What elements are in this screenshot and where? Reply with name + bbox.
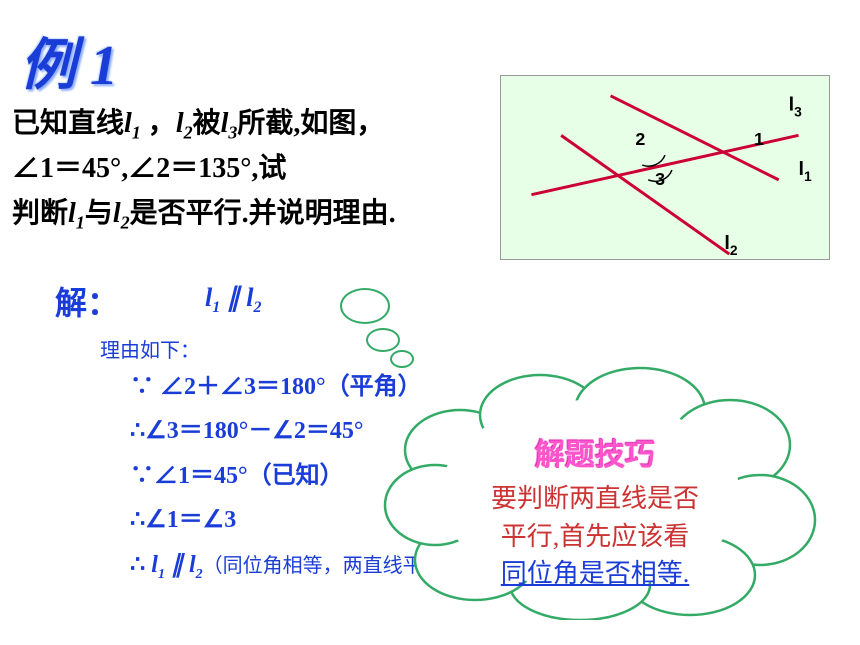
tip-text: 解题技巧 要判断两直线是否 平行,首先应该看 同位角是否相等. <box>425 430 765 593</box>
problem-line2: ∠1＝45°,∠2＝135°,试 <box>12 153 286 184</box>
diagram-l3-label: l3 <box>789 94 803 120</box>
step5-l1: l <box>151 552 158 578</box>
comma1: ， <box>141 108 176 139</box>
solution-conclusion: l1 ∥ l2 <box>205 283 261 317</box>
step5-pre: ∴ <box>130 552 151 578</box>
example-title: 例 1 <box>20 20 118 101</box>
angle-2-label: 2 <box>635 129 645 149</box>
problem-line1-pre: 已知直线 <box>12 108 124 139</box>
mid: 被 <box>193 108 221 139</box>
step5-s2: 2 <box>196 566 203 581</box>
l1b-sub: 1 <box>76 213 85 233</box>
line-l2 <box>561 135 729 254</box>
l2b-sym: l <box>113 198 121 229</box>
tip-line1: 要判断两直线是否 <box>491 484 699 513</box>
tip-title: 解题技巧 <box>425 430 765 474</box>
l2-sym: l <box>176 108 184 139</box>
l1-sym: l <box>124 108 132 139</box>
step5-s1: 1 <box>158 566 165 581</box>
conc-par: ∥ <box>220 283 246 312</box>
diagram-l2-label: l2 <box>724 232 738 258</box>
problem-line3-pre: 判断 <box>12 198 68 229</box>
step5-l2: l <box>189 552 196 578</box>
thought-bubble <box>366 328 400 352</box>
tip-body: 要判断两直线是否 平行,首先应该看 同位角是否相等. <box>425 480 765 593</box>
solution-label: 解： <box>55 278 119 324</box>
reason-label: 理由如下： <box>100 334 200 363</box>
thought-bubble <box>340 288 390 324</box>
diagram-l1-label: l1 <box>799 158 813 184</box>
geometry-diagram: 1 2 3 l1 l2 l3 <box>500 75 830 260</box>
conc-s2: 2 <box>253 299 261 316</box>
l1b-sym: l <box>68 198 76 229</box>
line3-end: 是否平行.并说明理由. <box>130 198 396 229</box>
angle-1-label: 1 <box>754 129 764 149</box>
l2-sub: 2 <box>184 123 193 143</box>
step5-par: ∥ <box>165 552 189 578</box>
aftercut: 所截,如图， <box>237 108 384 139</box>
tip-line3: 同位角是否相等. <box>501 559 690 588</box>
l1-sub: 1 <box>132 123 141 143</box>
line3-mid: 与 <box>85 198 113 229</box>
angle-3-label: 3 <box>655 169 665 189</box>
tip-line2: 平行,首先应该看 <box>501 522 690 551</box>
l2b-sub: 2 <box>121 213 130 233</box>
problem-text: 已知直线l1 ，l2被l3所截,如图， ∠1＝45°,∠2＝135°,试 判断l… <box>12 102 492 238</box>
